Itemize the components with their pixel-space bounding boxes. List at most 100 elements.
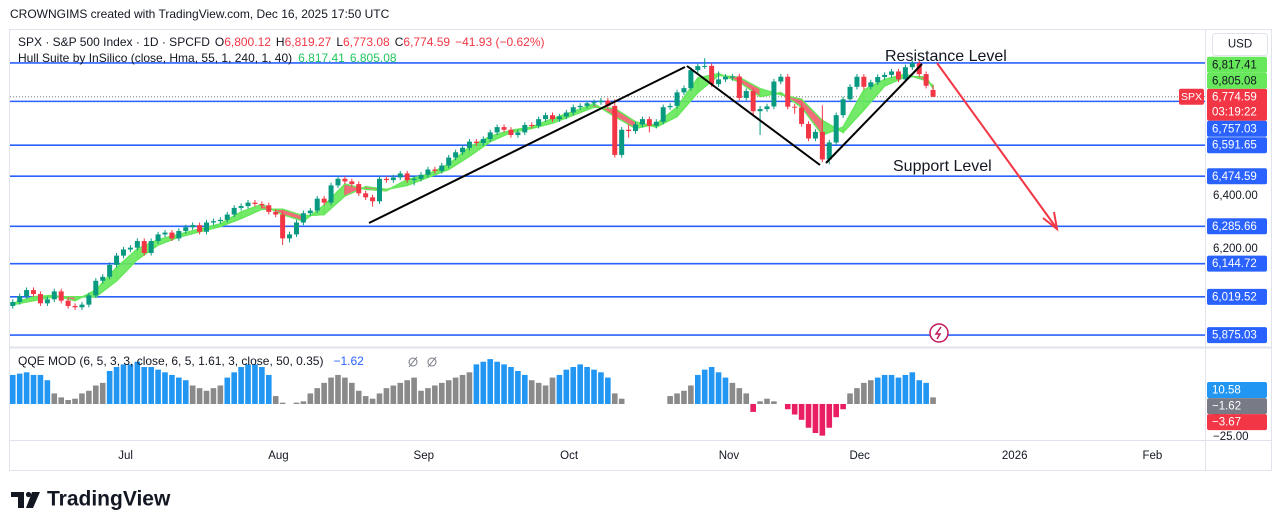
axis-badge [1207, 137, 1267, 154]
candle-body [806, 123, 812, 139]
candle-body [861, 76, 867, 87]
event-icon-bolt [934, 326, 942, 340]
qqe-bar [840, 403, 846, 410]
candle-body [79, 304, 85, 308]
qqe-bar [321, 382, 327, 404]
candle-body [660, 107, 666, 122]
qqe-bar [369, 398, 376, 404]
axis-badge [1207, 255, 1267, 272]
event-icon[interactable] [929, 323, 949, 343]
candle-body [598, 100, 604, 103]
legend-change: −41.93 (−0.62%) [455, 35, 544, 49]
qqe-bar [293, 402, 300, 404]
candle-body [273, 211, 279, 215]
forecast-arrow [936, 62, 1056, 227]
axis-badge [1207, 218, 1267, 235]
qqe-bar [923, 382, 929, 404]
candle-body [716, 79, 722, 85]
qqe-value: −1.62 [333, 354, 364, 368]
candle-body [494, 127, 500, 133]
axis-badge-label: 6,817.41 [1212, 59, 1257, 71]
logo-mark [11, 492, 24, 508]
qqe-bar [722, 377, 729, 404]
qqe-bar [335, 374, 341, 404]
qqe-bar [210, 388, 217, 404]
qqe-bar [515, 370, 521, 404]
x-tick-label: 2026 [1002, 450, 1028, 462]
candle-body [383, 178, 389, 181]
candle-body [217, 219, 223, 222]
qqe-bar [79, 393, 85, 404]
candle-body [24, 290, 30, 297]
candle-body [169, 232, 175, 239]
axis-badge-label: 6,591.65 [1212, 140, 1257, 152]
qqe-bar [238, 367, 244, 404]
qqe-bar [861, 382, 867, 404]
qqe-bar [231, 372, 237, 404]
candle-body [930, 89, 936, 97]
qqe-bar [162, 372, 168, 404]
candle-body [736, 76, 742, 98]
qqe-bar [480, 361, 487, 404]
qqe-bar [51, 393, 58, 404]
qqe-bar [452, 377, 459, 404]
candle-body [923, 74, 929, 86]
brand: TradingView [47, 488, 171, 511]
qqe-bar [16, 373, 23, 404]
candle-body [127, 247, 133, 250]
candle-body [155, 234, 161, 242]
candle-body [902, 67, 908, 80]
candle-body [120, 249, 126, 256]
qqe-bar [888, 374, 895, 404]
candle-body [204, 222, 210, 232]
axis-badge-label: 6,805.08 [1212, 75, 1257, 87]
candle-body [439, 165, 445, 171]
hull-value: 6,805.08 [350, 51, 397, 65]
qqe-layer [9, 359, 936, 436]
qqe-bar [93, 385, 99, 404]
candle-body [515, 132, 521, 136]
candle-body [875, 77, 881, 83]
qqe-bar [376, 393, 383, 404]
candle-body [639, 119, 645, 125]
axis-badge [1207, 120, 1267, 137]
candle-body [65, 300, 71, 306]
candle-body [266, 205, 272, 212]
hidden-icon-slash [408, 356, 418, 368]
qqe-bar [203, 390, 210, 404]
candle-body [107, 264, 113, 277]
qqe-legend: QQE MOD (6, 5, 3, 3, close, 6, 5, 1.61, … [18, 354, 364, 368]
candle-body [536, 119, 542, 126]
qqe-bar [134, 361, 141, 404]
qqe-bar [916, 380, 923, 404]
symbol-tag-label: SPX [1181, 91, 1202, 103]
qqe-bar [542, 385, 549, 404]
qqe-bar [473, 364, 480, 404]
logo-mark [25, 491, 32, 498]
qqe-bar [155, 369, 161, 404]
hidden-icon[interactable] [427, 357, 437, 367]
qqe-bar [106, 370, 113, 404]
candle-body [722, 76, 728, 80]
candle-body [411, 178, 417, 181]
qqe-bar [798, 403, 805, 420]
candle-body [86, 295, 92, 305]
candle-body [764, 106, 770, 110]
candle-body [31, 290, 37, 295]
chart-frame [9, 29, 1272, 471]
axis-badge-label: 10.58 [1212, 385, 1241, 397]
candle-body [183, 227, 189, 231]
candle-body [349, 181, 355, 185]
candle-body [100, 276, 106, 281]
qqe-bar [805, 403, 812, 428]
price-badge [1207, 88, 1267, 121]
candle-body [37, 294, 43, 304]
arrow-head [1042, 211, 1059, 232]
qqe-bar [120, 364, 127, 404]
currency-button[interactable] [1212, 33, 1268, 56]
hidden-icon[interactable] [408, 357, 418, 367]
candle-body [252, 202, 258, 204]
candle-body [833, 115, 839, 143]
candle-body [619, 129, 625, 155]
axis-badge-label: −3.67 [1212, 417, 1241, 429]
